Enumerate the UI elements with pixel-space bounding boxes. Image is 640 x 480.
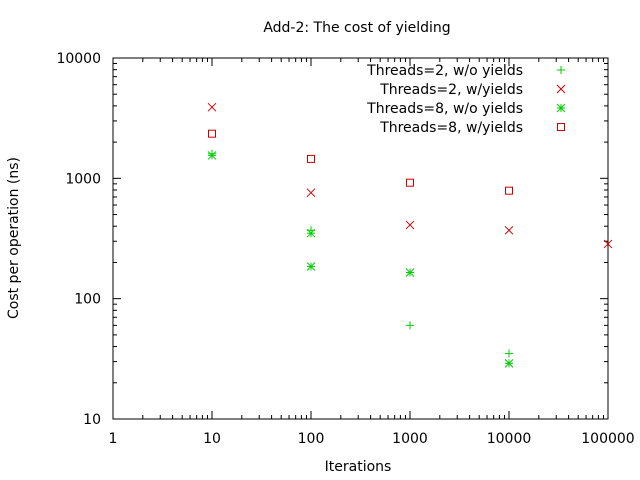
y-axis-label: Cost per operation (ns)	[6, 157, 22, 319]
x-axis-label: Iterations	[325, 459, 392, 475]
y-tick-label: 100	[74, 292, 101, 308]
data-point	[207, 151, 217, 160]
x-tick-label: 100000	[581, 431, 634, 447]
data-point	[504, 359, 514, 368]
data-point	[307, 154, 315, 163]
x-tick-label: 10	[203, 431, 221, 447]
data-point	[405, 268, 415, 277]
legend-label: Threads=8, w/yields	[379, 120, 523, 136]
data-point	[208, 129, 216, 138]
legend-label: Threads=8, w/o yields	[366, 101, 523, 117]
data-point	[505, 186, 513, 195]
data-point	[306, 262, 316, 271]
chart-title: Add-2: The cost of yielding	[263, 20, 450, 36]
legend-label: Threads=2, w/o yields	[366, 63, 523, 79]
plot-area-frame	[112, 57, 609, 420]
legend-marker	[557, 66, 565, 74]
legend: Threads=2, w/o yields Threads=2, w/yields…	[366, 63, 566, 136]
data-point	[505, 349, 513, 358]
data-points	[207, 102, 613, 368]
data-point	[406, 321, 414, 330]
legend-marker	[557, 123, 565, 131]
legend-marker	[556, 84, 566, 94]
y-tick-label: 10	[83, 412, 101, 428]
y-tick-label: 10000	[56, 51, 101, 67]
x-tick-labels: 1 10 100 1000 10000 100000	[109, 431, 635, 447]
x-tick-label: 1	[109, 431, 118, 447]
data-point	[306, 228, 316, 238]
y-tick-labels: 10 100 1000 10000	[56, 51, 101, 428]
data-point	[406, 178, 414, 187]
x-tick-label: 100	[298, 431, 325, 447]
data-point	[207, 102, 217, 112]
data-point	[504, 225, 514, 235]
legend-label: Threads=2, w/yields	[379, 82, 523, 98]
legend-marker	[556, 103, 566, 113]
axis-ticks	[112, 57, 609, 420]
data-point	[405, 220, 415, 230]
x-tick-label: 1000	[392, 431, 428, 447]
y-tick-label: 1000	[65, 171, 101, 187]
data-point	[603, 239, 613, 249]
data-point	[306, 188, 316, 198]
x-tick-label: 10000	[487, 431, 532, 447]
